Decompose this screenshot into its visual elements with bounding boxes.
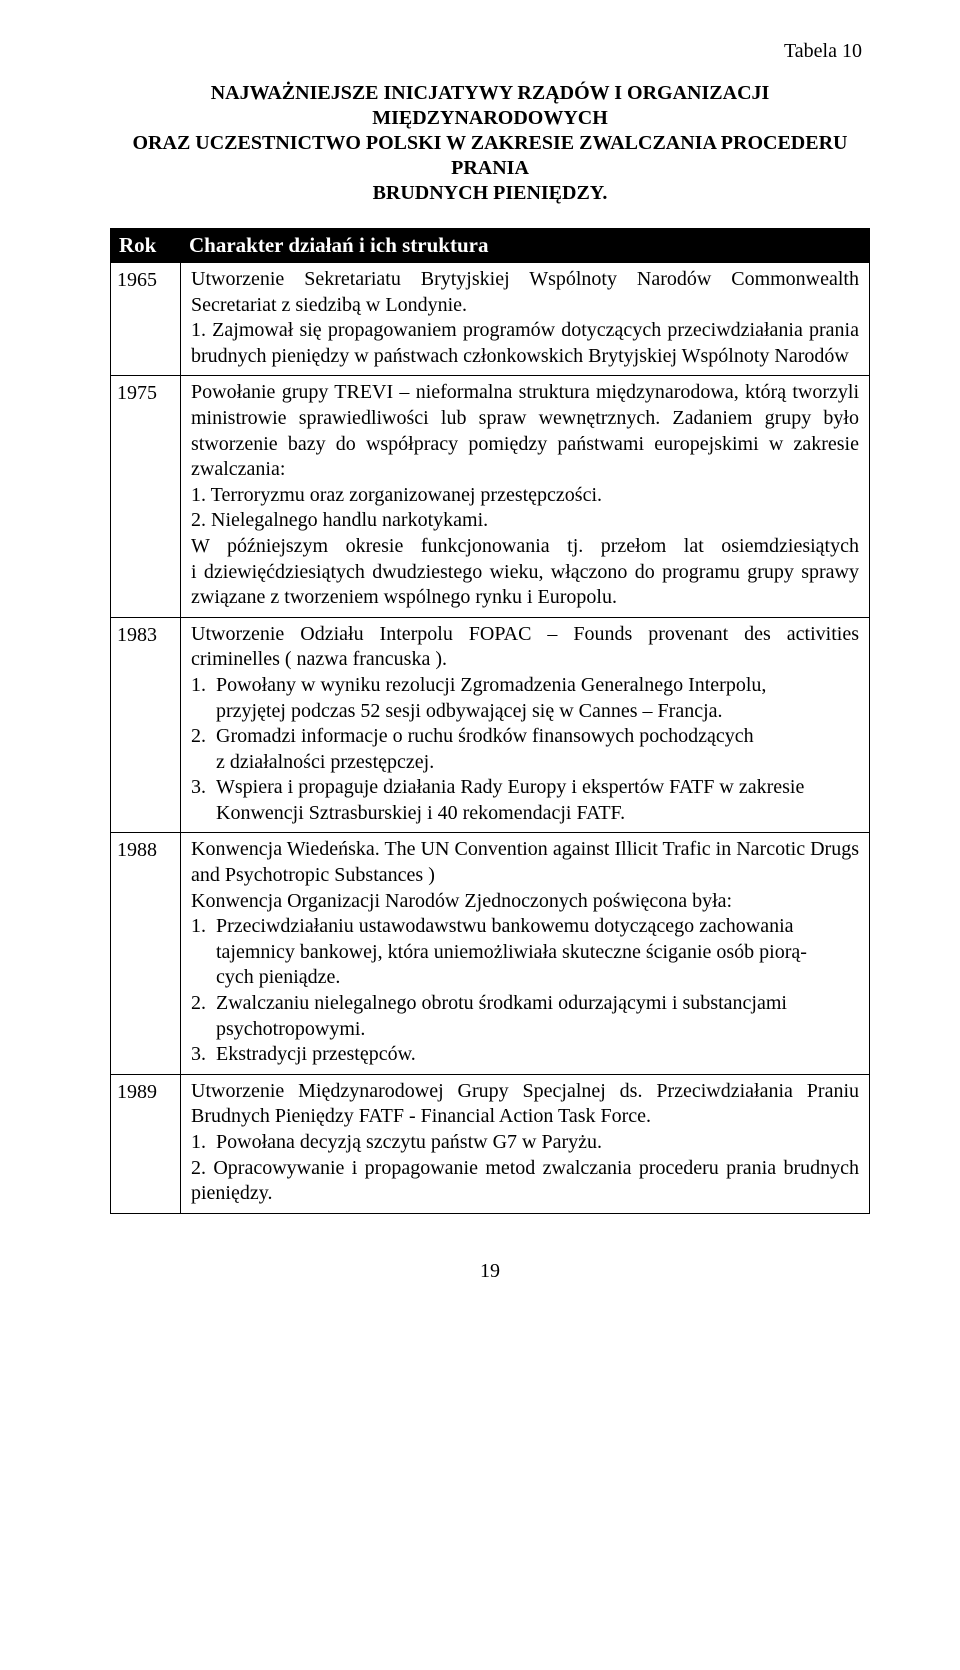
table-row: 1989 Utworzenie Międzynarodowej Grupy Sp… xyxy=(111,1074,870,1213)
table-row: 1988 Konwencja Wiedeńska. The UN Convent… xyxy=(111,833,870,1074)
table-row: 1965 Utworzenie Sekretariatu Brytyjskiej… xyxy=(111,263,870,376)
table-number-label: Tabela 10 xyxy=(110,40,870,63)
initiatives-table: Rok Charakter działań i ich struktura 19… xyxy=(110,228,870,1214)
col-header-year: Rok xyxy=(111,229,181,263)
title-line-1: NAJWAŻNIEJSZE INICJATYWY RZĄDÓW I ORGANI… xyxy=(211,82,770,129)
table-header-row: Rok Charakter działań i ich struktura xyxy=(111,229,870,263)
cell-desc: Konwencja Wiedeńska. The UN Convention a… xyxy=(181,833,870,1074)
table-row: 1983 Utworzenie Odziału Interpolu FOPAC … xyxy=(111,617,870,833)
page-number: 19 xyxy=(110,1260,870,1283)
cell-year: 1965 xyxy=(111,263,181,376)
document-page: Tabela 10 NAJWAŻNIEJSZE INICJATYWY RZĄDÓ… xyxy=(0,0,960,1313)
cell-desc: Utworzenie Odziału Interpolu FOPAC – Fou… xyxy=(181,617,870,833)
cell-desc: Powołanie grupy TREVI – nieformalna stru… xyxy=(181,376,870,617)
cell-desc: Utworzenie Sekretariatu Brytyjskiej Wspó… xyxy=(181,263,870,376)
title-line-2: ORAZ UCZESTNICTWO POLSKI W ZAKRESIE ZWAL… xyxy=(133,132,848,179)
document-title: NAJWAŻNIEJSZE INICJATYWY RZĄDÓW I ORGANI… xyxy=(110,81,870,206)
cell-year: 1983 xyxy=(111,617,181,833)
cell-year: 1989 xyxy=(111,1074,181,1213)
table-row: 1975 Powołanie grupy TREVI – nieformalna… xyxy=(111,376,870,617)
col-header-desc: Charakter działań i ich struktura xyxy=(181,229,870,263)
title-line-3: BRUDNYCH PIENIĘDZY. xyxy=(373,182,608,204)
cell-year: 1975 xyxy=(111,376,181,617)
cell-year: 1988 xyxy=(111,833,181,1074)
cell-desc: Utworzenie Międzynarodowej Grupy Specjal… xyxy=(181,1074,870,1213)
